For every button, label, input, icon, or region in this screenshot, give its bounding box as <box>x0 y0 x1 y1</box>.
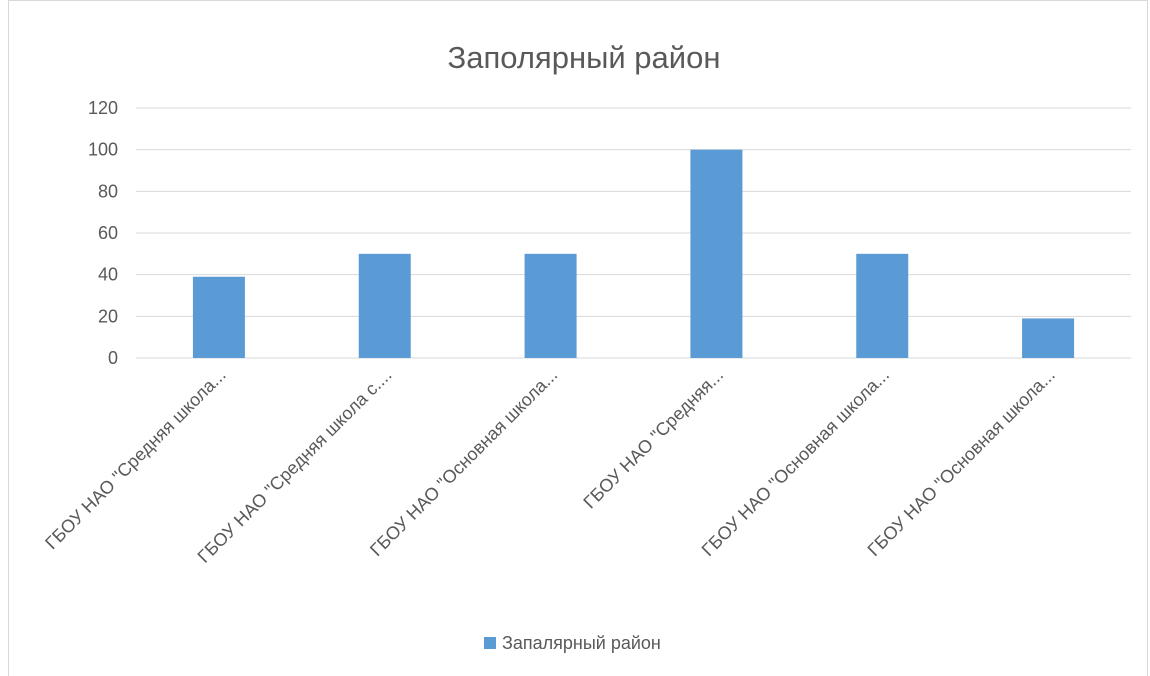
x-axis: ГБОУ НАО "Средняя школа...ГБОУ НАО "Сред… <box>41 365 1059 567</box>
x-tick-label: ГБОУ НАО "Основная школа... <box>366 365 561 560</box>
y-axis: 0 20 40 60 80 100 120 <box>88 98 118 368</box>
y-tick-label: 80 <box>98 181 118 201</box>
x-tick-label: ГБОУ НАО "Средняя школа... <box>41 365 230 554</box>
chart-title: Заполярный район <box>448 40 721 75</box>
y-tick-label: 40 <box>98 265 118 285</box>
y-tick-label: 20 <box>98 306 118 326</box>
bar <box>1022 318 1075 358</box>
x-tick-label: ГБОУ НАО "Основная школа... <box>864 365 1059 560</box>
x-tick-label: ГБОУ НАО "Средняя... <box>579 365 727 513</box>
y-tick-label: 60 <box>98 223 118 243</box>
x-tick-label: ГБОУ НАО "Основная школа... <box>698 365 893 560</box>
y-tick-label: 0 <box>108 348 118 368</box>
legend: Запалярный район <box>484 633 661 653</box>
legend-label: Запалярный район <box>502 633 661 653</box>
bar <box>358 253 411 358</box>
y-tick-label: 100 <box>88 140 118 160</box>
bar <box>524 253 577 358</box>
gridlines <box>136 107 1131 359</box>
bar <box>690 149 743 358</box>
bar <box>856 253 909 358</box>
x-tick-label: ГБОУ НАО "Средняя школа с.... <box>194 365 396 567</box>
y-tick-label: 120 <box>88 98 118 118</box>
legend-swatch <box>484 637 496 649</box>
bars <box>192 149 1075 358</box>
bar <box>192 276 245 358</box>
